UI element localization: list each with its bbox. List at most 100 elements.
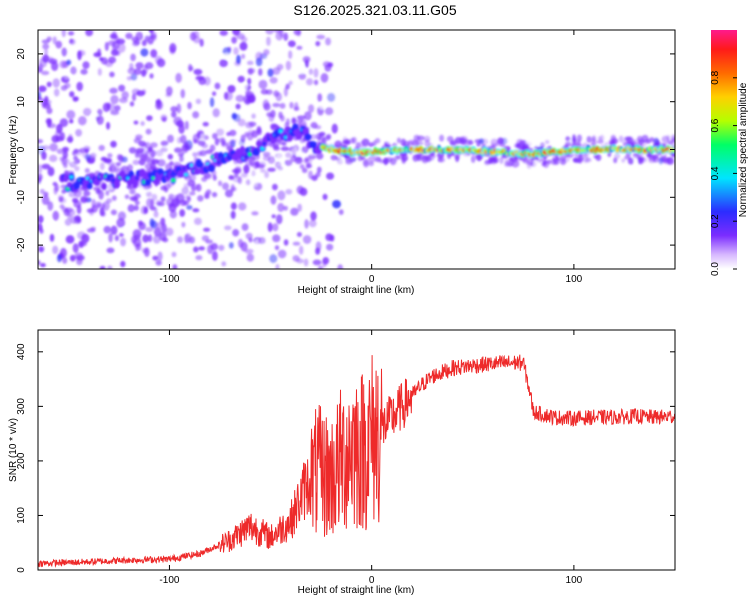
spectrogram-cell	[120, 237, 127, 247]
spectrogram-cell	[193, 168, 201, 176]
spectrogram-cell	[292, 241, 301, 246]
spectrogram-cell	[81, 233, 90, 243]
spectrogram-cell	[192, 152, 197, 157]
spectrogram-cell	[110, 140, 117, 148]
spectrogram-cell	[210, 144, 215, 152]
spectrogram-cell	[109, 87, 118, 94]
spectrogram-cell	[251, 211, 259, 216]
spectrogram-cell	[374, 137, 381, 144]
spectrogram-cell	[149, 31, 157, 42]
spectrogram-cell	[104, 41, 109, 51]
spectrogram-cell	[120, 186, 127, 192]
spectrogram-cell	[248, 121, 257, 127]
spectrogram-cell	[52, 210, 60, 221]
spectrogram-cell	[131, 36, 139, 42]
spectrogram-cell	[119, 232, 124, 237]
spectrogram-cell	[291, 148, 297, 155]
spectrogram-cell	[298, 245, 304, 255]
spectrogram-cell	[130, 73, 138, 81]
spectrogram-cell	[315, 133, 322, 140]
colorbar-label: Normalized spectral amplitude	[738, 82, 749, 217]
spectrogram-cell	[307, 104, 315, 113]
spectrogram-cell	[251, 113, 256, 119]
spectrogram-cell	[247, 129, 256, 135]
spectrogram-cell	[389, 157, 397, 166]
spectrogram-cell	[248, 237, 253, 243]
spectrogram-cell	[330, 154, 338, 161]
spectrogram-cell	[121, 156, 128, 163]
spectrogram-cell	[49, 142, 58, 152]
spectrogram-cell	[276, 153, 282, 161]
spectrogram-cell	[224, 225, 232, 231]
spectrogram-cell	[133, 182, 137, 186]
spectrogram-cell	[493, 157, 499, 164]
spectrogram-cell	[41, 151, 47, 160]
spectrogram-cell	[71, 157, 78, 166]
spectrogram-cell	[91, 198, 96, 209]
spectrogram-cell	[102, 201, 110, 211]
spectrogram-cell	[242, 83, 248, 91]
spectrogram-cell	[262, 155, 271, 161]
spectrogram-cell	[209, 97, 215, 108]
spectrogram-cell	[211, 192, 218, 198]
spectrogram-cell	[327, 92, 336, 102]
spectrogram-cell	[248, 93, 256, 103]
spectrogram-cell	[253, 162, 259, 170]
spectrogram-cell	[666, 134, 671, 142]
spectrogram-cell	[140, 48, 149, 57]
spectrogram-cell	[187, 101, 192, 110]
spectrogram-cell	[72, 243, 79, 253]
spectrogram-cell	[153, 207, 158, 212]
spectrogram-cell	[221, 261, 227, 267]
spectrogram-cell	[62, 147, 69, 154]
spectrogram-cell	[439, 134, 445, 142]
spectrogram-cell	[293, 30, 302, 36]
spectrogram-cell	[59, 118, 69, 128]
spectrogram-cell	[178, 48, 185, 54]
spectrogram-cell	[424, 139, 431, 148]
colorbar-tick-label: 0.4	[710, 166, 721, 180]
spectrogram-cell	[105, 121, 111, 130]
spectrogram-cell	[120, 227, 129, 233]
spectrogram-cell	[238, 138, 245, 147]
spectrogram-cell	[151, 193, 158, 201]
spectrogram-cell	[322, 256, 330, 265]
spectrogram-cell	[97, 108, 103, 116]
spectrogram-cell	[541, 162, 547, 167]
spectrogram-cell	[309, 219, 317, 228]
colorbar-tick-label: 0.6	[710, 118, 721, 132]
spectrogram-cell	[225, 141, 234, 149]
colorbar-tick-label: 0.8	[710, 70, 721, 84]
spectrogram-cell	[74, 165, 80, 172]
spectrogram-cell	[229, 139, 237, 144]
spectrogram-cell	[649, 136, 655, 143]
spectrogram-cell	[637, 157, 643, 165]
spectrogram-cell	[572, 157, 579, 163]
spectrogram-cell	[170, 106, 178, 113]
spectrogram-cell	[168, 202, 173, 208]
spectrogram-cell	[106, 247, 115, 254]
spectrogram-cell	[296, 258, 304, 264]
spectrogram-cell	[278, 111, 283, 119]
spectrogram-y-ticks: -20 -10 0 10 20	[16, 48, 675, 252]
spectrogram-cell	[499, 156, 504, 164]
spectrogram-cell	[149, 142, 158, 148]
spectrogram-cell	[99, 207, 105, 217]
spectrogram-cell	[205, 189, 212, 196]
spectrogram-cell	[44, 95, 49, 103]
spectrogram-cell	[62, 257, 68, 264]
spectrogram-cell	[73, 216, 82, 225]
spectrogram-cell	[43, 191, 49, 197]
spectrogram-cell	[230, 202, 237, 210]
figure-title: S126.2025.321.03.11.G05	[293, 2, 456, 18]
spectrogram-cell	[66, 59, 72, 66]
spectrogram-cell	[145, 227, 154, 233]
spectrogram-cell	[233, 167, 242, 174]
spectrogram-cell	[212, 132, 218, 140]
spectrogram-cell	[240, 241, 248, 252]
spectrogram-cell	[533, 159, 539, 167]
spectrogram-cell	[69, 175, 74, 179]
colorbar-tick-label: 0.0	[710, 262, 721, 276]
spectrogram-cell	[195, 255, 203, 261]
